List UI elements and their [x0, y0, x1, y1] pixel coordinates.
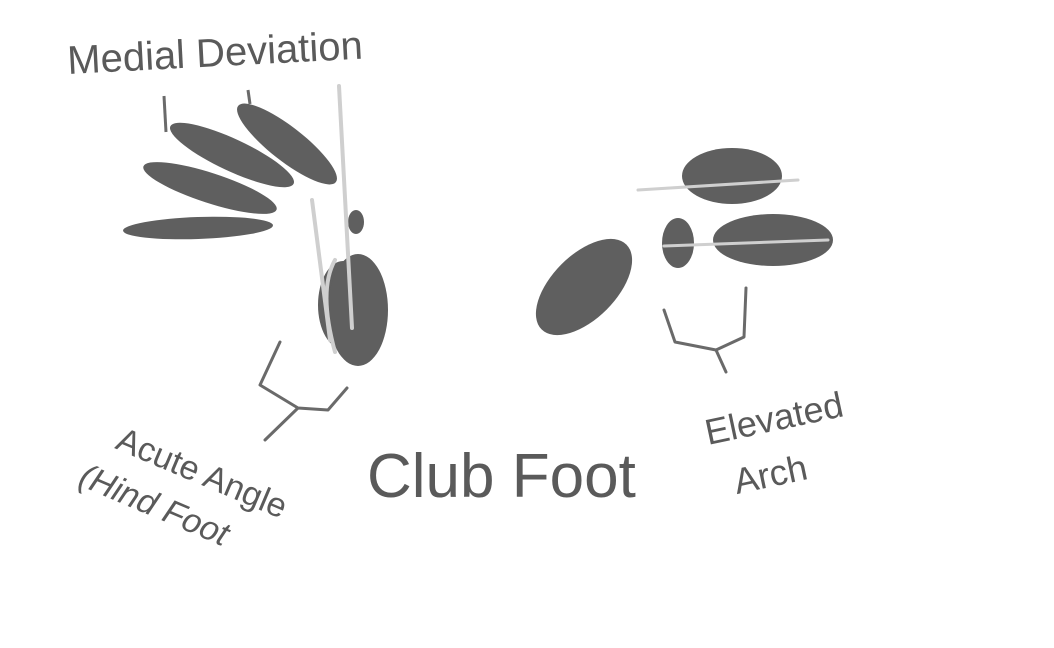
elevated-arch-bracket	[662, 286, 748, 374]
medial-deviation-label: Medial Deviation	[66, 24, 364, 83]
elevated-arch-label-line1: Elevated	[701, 384, 847, 453]
medial-deviation-tick-2	[246, 89, 252, 105]
left-small-tarsal	[348, 210, 364, 234]
hindfoot-axis-line	[337, 84, 354, 330]
left-metatarsal-2	[143, 162, 277, 214]
upper-axis-line	[636, 178, 800, 192]
right-calcaneus	[535, 238, 633, 336]
right-foot-axes	[636, 178, 830, 248]
medial-deviation-tick-1	[162, 95, 168, 133]
club-foot-title: Club Foot	[367, 442, 636, 511]
right-metatarsal-lower	[713, 214, 833, 266]
left-metatarsal-4	[237, 103, 337, 185]
right-foot-bones	[535, 148, 833, 336]
acute-angle-label-group: Acute Angle (Hind Foot	[74, 420, 293, 554]
right-navicular	[662, 218, 694, 268]
left-metatarsal-3	[170, 122, 294, 188]
elevated-arch-label-line2: Arch	[730, 446, 811, 501]
elevated-arch-label-group: Elevated Arch	[701, 384, 847, 502]
right-metatarsal-upper	[682, 148, 782, 204]
heel-contour-line	[324, 258, 337, 354]
lower-axis-line	[662, 238, 830, 248]
left-metatarsal-1	[123, 216, 273, 240]
left-foot-axes	[162, 84, 354, 354]
acute-angle-bracket	[258, 340, 349, 442]
left-foot-bones	[123, 103, 388, 366]
left-calcaneus	[328, 254, 388, 366]
